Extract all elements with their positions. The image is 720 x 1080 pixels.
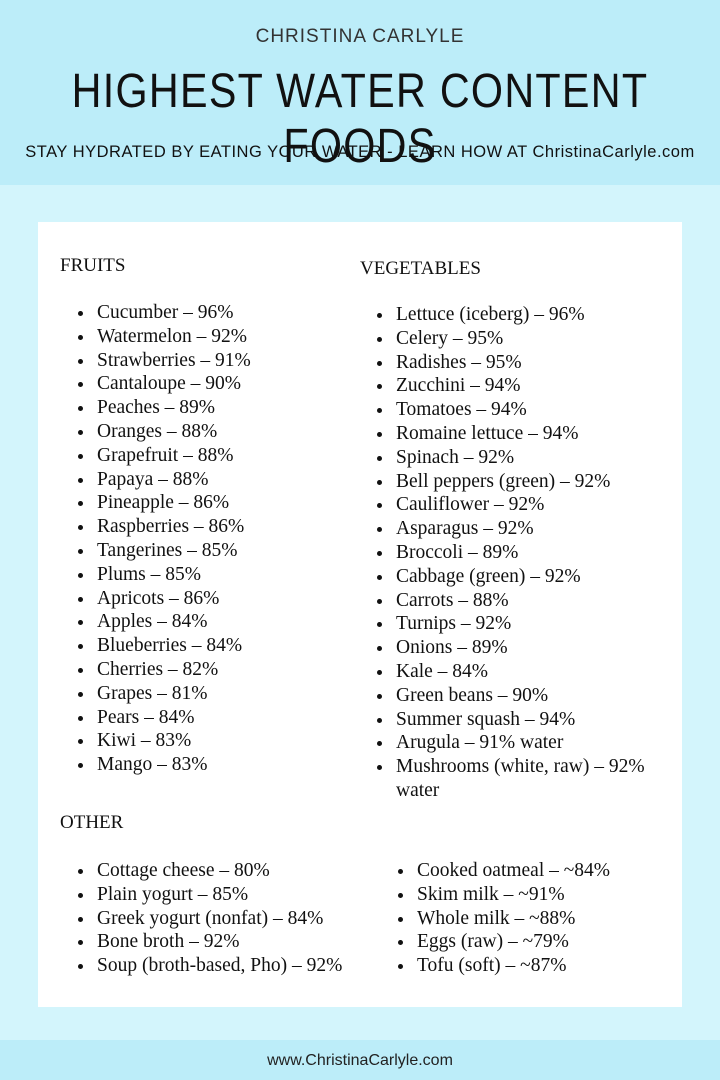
list-item: Turnips – 92% <box>394 612 669 636</box>
footer-band <box>0 1040 720 1080</box>
list-item: Papaya – 88% <box>95 468 355 492</box>
list-item: Grapefruit – 88% <box>95 444 355 468</box>
list-item: Cucumber – 96% <box>95 301 355 325</box>
list-item: Cantaloupe – 90% <box>95 372 355 396</box>
list-item: Radishes – 95% <box>394 351 669 375</box>
list-item: Whole milk – ~88% <box>415 907 685 931</box>
list-item: Mushrooms (white, raw) – 92% water <box>394 755 669 803</box>
list-item: Pineapple – 86% <box>95 491 355 515</box>
list-item: Apricots – 86% <box>95 587 355 611</box>
list-item: Zucchini – 94% <box>394 374 669 398</box>
list-item: Kiwi – 83% <box>95 729 355 753</box>
list-item: Skim milk – ~91% <box>415 883 685 907</box>
list-item: Summer squash – 94% <box>394 708 669 732</box>
list-item: Bell peppers (green) – 92% <box>394 470 669 494</box>
list-item: Tofu (soft) – ~87% <box>415 954 685 978</box>
list-item: Cabbage (green) – 92% <box>394 565 669 589</box>
list-item: Cooked oatmeal – ~84% <box>415 859 685 883</box>
section-heading: FRUITS <box>60 255 126 276</box>
list-item: Eggs (raw) – ~79% <box>415 930 685 954</box>
list-item: Spinach – 92% <box>394 446 669 470</box>
list-item: Plain yogurt – 85% <box>95 883 405 907</box>
list-item: Blueberries – 84% <box>95 634 355 658</box>
list: Lettuce (iceberg) – 96%Celery – 95%Radis… <box>376 303 669 803</box>
list-item: Broccoli – 89% <box>394 541 669 565</box>
list-item: Cherries – 82% <box>95 658 355 682</box>
header-band <box>0 0 720 185</box>
list-item: Greek yogurt (nonfat) – 84% <box>95 907 405 931</box>
list-item: Tangerines – 85% <box>95 539 355 563</box>
list-item: Celery – 95% <box>394 327 669 351</box>
list-item: Cottage cheese – 80% <box>95 859 405 883</box>
list-item: Lettuce (iceberg) – 96% <box>394 303 669 327</box>
list-item: Raspberries – 86% <box>95 515 355 539</box>
list-item: Peaches – 89% <box>95 396 355 420</box>
list-item: Onions – 89% <box>394 636 669 660</box>
list-item: Green beans – 90% <box>394 684 669 708</box>
list: Cottage cheese – 80%Plain yogurt – 85%Gr… <box>77 859 405 978</box>
section-heading: OTHER <box>60 812 124 833</box>
list-item: Soup (broth-based, Pho) – 92% <box>95 954 405 978</box>
list-item: Cauliflower – 92% <box>394 493 669 517</box>
subtitle: STAY HYDRATED BY EATING YOUR WATER - LEA… <box>25 143 695 161</box>
card <box>38 222 682 1007</box>
list: Cucumber – 96%Watermelon – 92%Strawberri… <box>77 301 355 777</box>
title: HIGHEST WATER CONTENT FOODS <box>71 65 649 173</box>
list-item: Carrots – 88% <box>394 589 669 613</box>
list-item: Oranges – 88% <box>95 420 355 444</box>
list-item: Kale – 84% <box>394 660 669 684</box>
section-heading: VEGETABLES <box>360 258 481 279</box>
list-item: Bone broth – 92% <box>95 930 405 954</box>
list-item: Pears – 84% <box>95 706 355 730</box>
list-item: Plums – 85% <box>95 563 355 587</box>
list-item: Romaine lettuce – 94% <box>394 422 669 446</box>
list-item: Strawberries – 91% <box>95 349 355 373</box>
list-item: Tomatoes – 94% <box>394 398 669 422</box>
list-item: Arugula – 91% water <box>394 731 669 755</box>
brand: CHRISTINA CARLYLE <box>255 26 465 47</box>
list-item: Asparagus – 92% <box>394 517 669 541</box>
list-item: Grapes – 81% <box>95 682 355 706</box>
list-item: Watermelon – 92% <box>95 325 355 349</box>
list-item: Apples – 84% <box>95 610 355 634</box>
list-item: Mango – 83% <box>95 753 355 777</box>
list: Cooked oatmeal – ~84%Skim milk – ~91%Who… <box>397 859 685 978</box>
footer-url: www.ChristinaCarlyle.com <box>267 1052 453 1069</box>
